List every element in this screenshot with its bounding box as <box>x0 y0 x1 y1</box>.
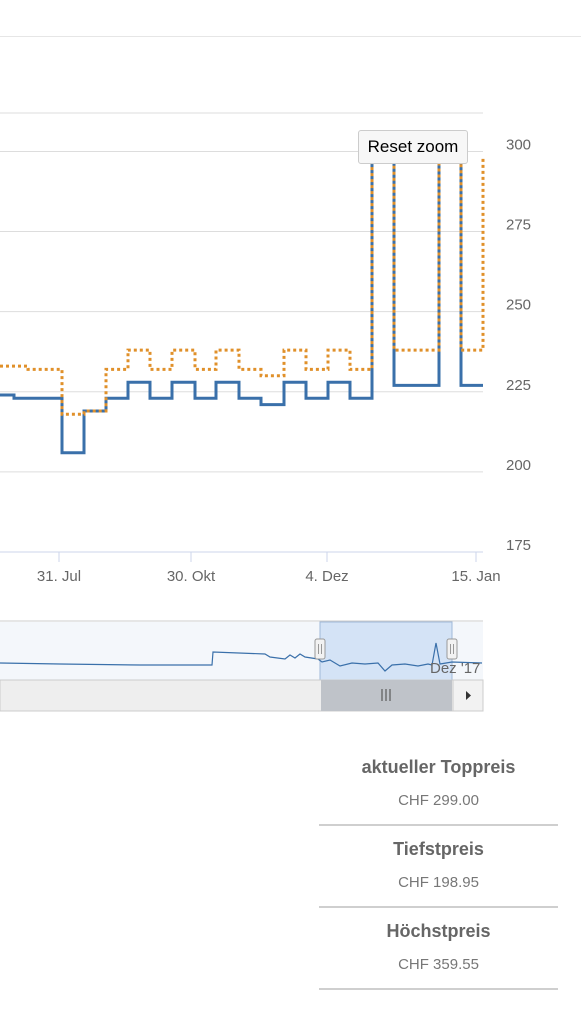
y-tick-label: 250 <box>506 297 531 314</box>
navigator-handle-right[interactable] <box>446 638 458 660</box>
stat-value: CHF 299.00 <box>398 792 479 809</box>
x-tick-label: 4. Dez <box>305 568 348 585</box>
grid-lines <box>0 112 483 473</box>
x-tick-label: 31. Jul <box>37 568 81 585</box>
navigator: Dez '17 <box>0 620 483 681</box>
navigator-label: Dez '17 <box>430 660 480 677</box>
series-line-secondary <box>0 156 485 416</box>
x-tick-label: 30. Okt <box>167 568 216 585</box>
stat-item: Tiefstpreis CHF 198.95 <box>319 839 558 891</box>
y-tick-label: 225 <box>506 377 531 394</box>
y-tick-label: 175 <box>506 537 531 554</box>
stat-value: CHF 359.55 <box>398 956 479 973</box>
handle-body <box>314 638 326 660</box>
stat-item: Höchstpreis CHF 359.55 <box>319 921 558 973</box>
price-history-chart[interactable]: 175 200 225 250 275 300 31. Jul 30. Okt 4. Dez 1… <box>0 0 581 720</box>
navigator-handle-left[interactable] <box>314 638 326 660</box>
y-tick-label: 300 <box>506 136 531 153</box>
x-axis: 31. Jul 30. Okt 4. Dez 15. Jan <box>0 551 501 585</box>
stat-divider <box>319 906 558 908</box>
series-line-primary <box>0 156 483 455</box>
y-tick-label: 200 <box>506 457 531 474</box>
stat-item: aktueller Toppreis CHF 299.00 <box>319 757 558 809</box>
chevron-right-icon <box>466 691 471 700</box>
stat-value: CHF 198.95 <box>398 874 479 891</box>
handle-body <box>446 638 458 660</box>
top-divider <box>0 36 581 37</box>
stat-label: Höchstpreis <box>386 921 491 941</box>
scrollbar <box>0 679 484 712</box>
y-axis-labels: 175 200 225 250 275 300 <box>506 136 531 554</box>
reset-zoom-button[interactable]: Reset zoom <box>358 130 468 164</box>
y-tick-label: 275 <box>506 217 531 234</box>
navigator-series <box>0 642 483 672</box>
series-lines <box>0 156 485 455</box>
stat-label: aktueller Toppreis <box>361 757 516 777</box>
x-tick-label: 15. Jan <box>451 568 500 585</box>
stat-divider <box>319 988 558 990</box>
stat-label: Tiefstpreis <box>393 839 484 859</box>
stat-divider <box>319 824 558 826</box>
